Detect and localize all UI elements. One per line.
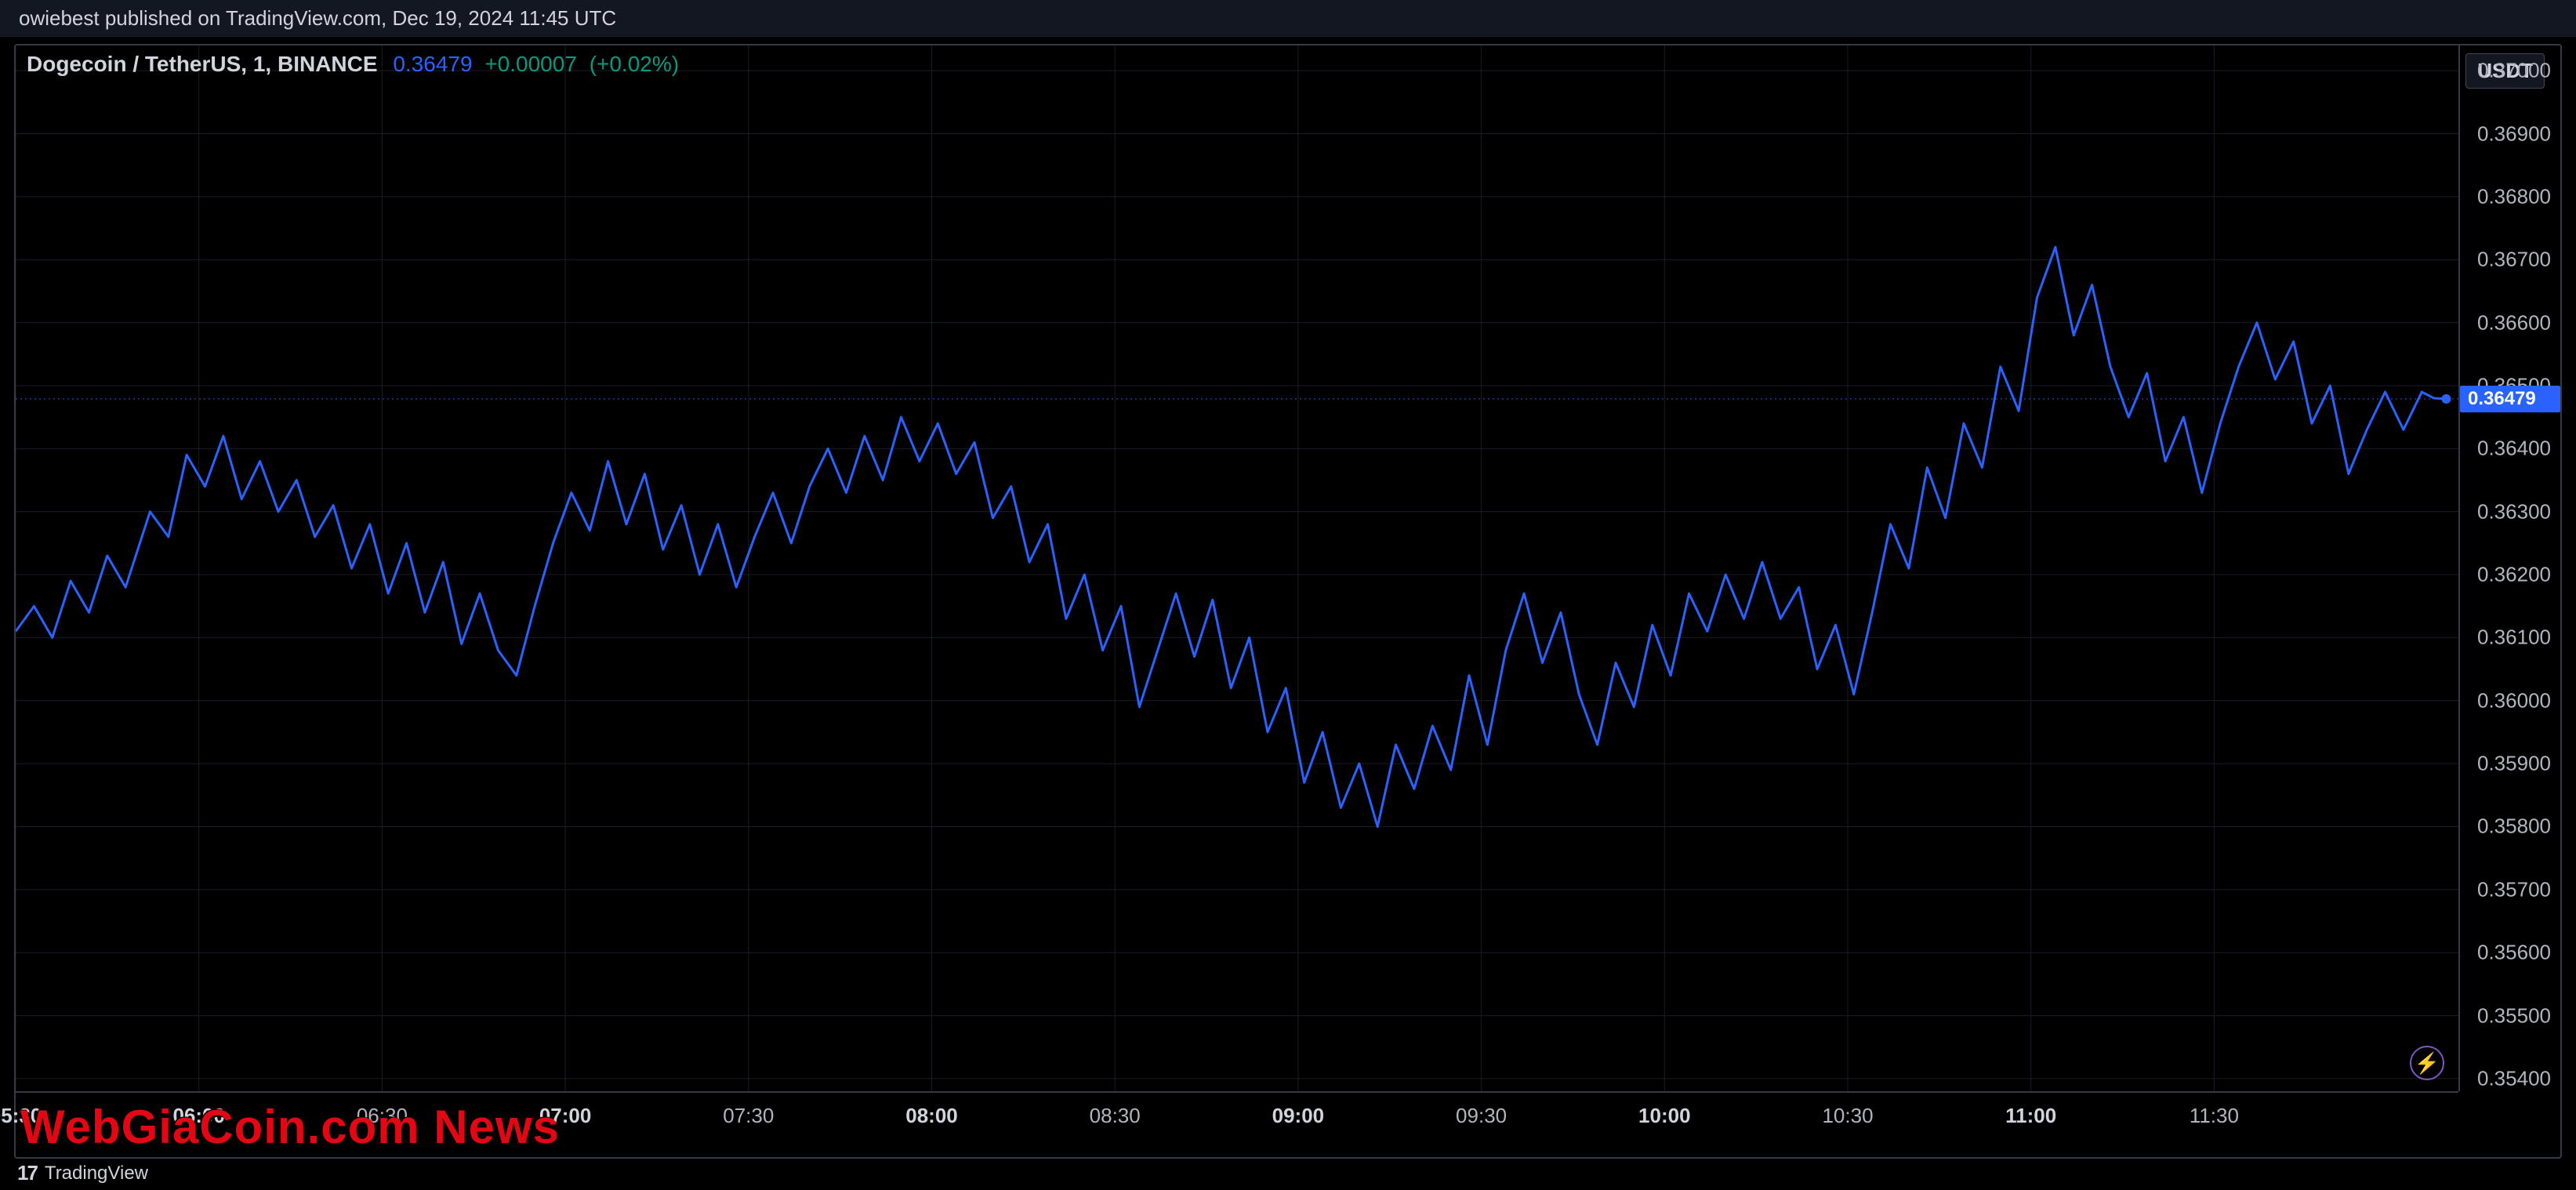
y-tick-label: 0.37000: [2466, 59, 2560, 83]
y-axis[interactable]: USDT 0.370000.369000.368000.367000.36600…: [2458, 45, 2560, 1091]
y-tick-label: 0.36600: [2466, 310, 2560, 335]
chart-container: Dogecoin / TetherUS, 1, BINANCE 0.36479 …: [14, 44, 2562, 1159]
y-tick-label: 0.35900: [2466, 752, 2560, 776]
footer-brand[interactable]: TradingView: [45, 1163, 148, 1185]
y-tick-label: 0.35600: [2466, 941, 2560, 965]
chart-legend: Dogecoin / TetherUS, 1, BINANCE 0.36479 …: [27, 52, 679, 77]
x-tick-label: 07:30: [723, 1104, 774, 1128]
y-tick-label: 0.36700: [2466, 248, 2560, 272]
x-tick-label: 11:00: [2005, 1104, 2056, 1128]
y-tick-label: 0.36200: [2466, 563, 2560, 587]
y-tick-label: 0.36300: [2466, 499, 2560, 524]
y-tick-label: 0.36100: [2466, 626, 2560, 650]
change-pct: (+0.02%): [590, 52, 679, 76]
y-tick-label: 0.36400: [2466, 437, 2560, 461]
x-tick-label: 10:00: [1638, 1104, 1691, 1128]
y-tick-label: 0.36900: [2466, 122, 2560, 146]
bolt-glyph: ⚡: [2415, 1051, 2440, 1076]
price-series: [16, 45, 2458, 1091]
change-abs: +0.00007: [484, 52, 577, 76]
y-tick-label: 0.36800: [2466, 184, 2560, 209]
publish-text: owiebest published on TradingView.com, D…: [19, 6, 616, 31]
publish-header: owiebest published on TradingView.com, D…: [0, 0, 2576, 38]
current-price-tag: 0.36479: [2460, 386, 2560, 412]
last-price: 0.36479: [393, 52, 472, 76]
y-tick-label: 0.36000: [2466, 688, 2560, 713]
y-tick-label: 0.35400: [2466, 1066, 2560, 1090]
x-tick-label: 08:30: [1090, 1104, 1141, 1128]
bolt-icon[interactable]: ⚡: [2410, 1046, 2444, 1080]
x-tick-label: 08:00: [905, 1104, 958, 1128]
watermark-text: WebGiaCoin.com News: [20, 1100, 560, 1154]
x-tick-label: 10:30: [1822, 1104, 1873, 1128]
y-tick-label: 0.35500: [2466, 1003, 2560, 1028]
x-tick-label: 11:30: [2190, 1104, 2239, 1128]
x-tick-label: 09:00: [1272, 1104, 1325, 1128]
y-tick-label: 0.35700: [2466, 877, 2560, 902]
app-root: owiebest published on TradingView.com, D…: [0, 0, 2576, 1190]
footer: 17 TradingView: [17, 1161, 148, 1185]
y-tick-label: 0.35800: [2466, 814, 2560, 839]
plot-area[interactable]: [16, 45, 2458, 1091]
x-tick-label: 09:30: [1456, 1104, 1507, 1128]
tradingview-logo-icon: 17: [17, 1161, 37, 1185]
symbol-label[interactable]: Dogecoin / TetherUS, 1, BINANCE: [27, 52, 378, 76]
